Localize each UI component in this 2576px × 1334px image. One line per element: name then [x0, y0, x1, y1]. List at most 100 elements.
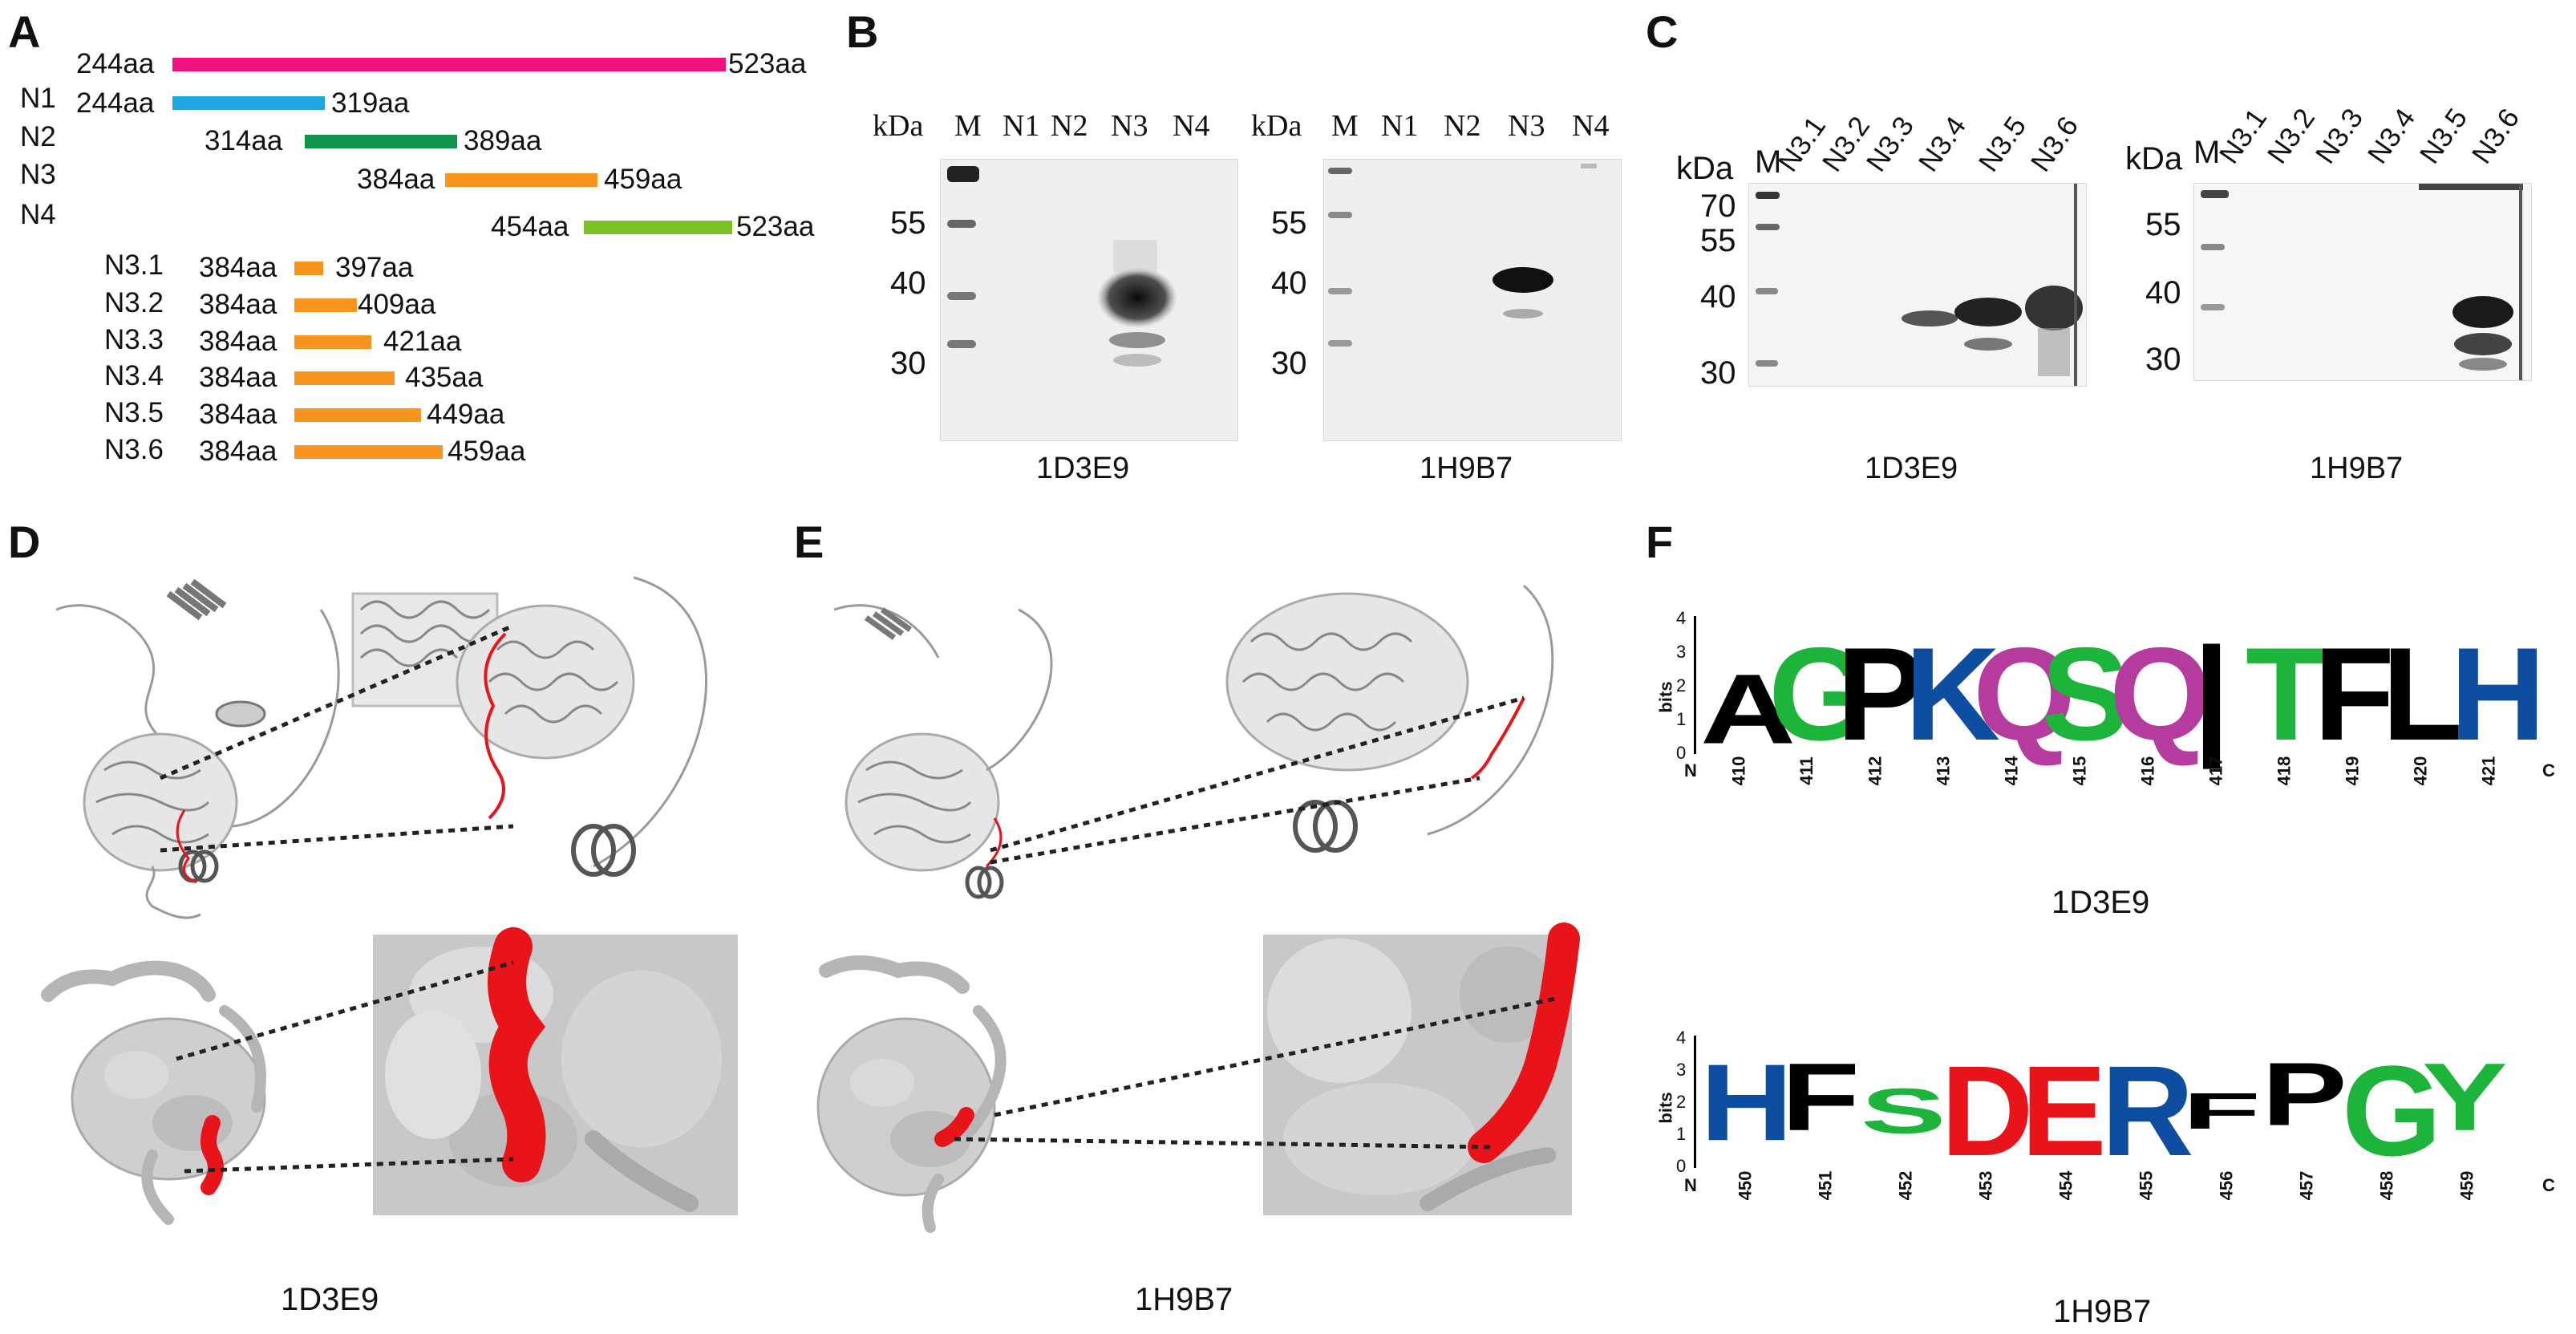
b2-antibody-label: 1H9B7 [1420, 452, 1513, 485]
logo1-pos-417: 417 [2205, 756, 2226, 786]
western-blot-b2 [1323, 159, 1622, 441]
c2-marker-30: 30 [2145, 342, 2181, 377]
logo2-pos-450: 450 [1735, 1170, 1756, 1201]
c2-lane-n35: N3.5 [2413, 103, 2474, 170]
fragment-n4-start: 454aa [491, 211, 569, 242]
logo1-letter-410: A [1700, 653, 1796, 764]
logo2-n-term: N [1684, 1175, 1697, 1195]
surface-zoom-detail-e [1267, 922, 1580, 1211]
logo2-pos-459: 459 [2457, 1170, 2477, 1201]
c2-lane-n33: N3.3 [2309, 103, 2370, 170]
ribbon-zoom-d [351, 576, 708, 877]
sequence-logo-1d3e9: bits 4 3 2 1 0 N C A G P K Q S Q | T F L… [1652, 602, 2566, 842]
c2-lane-n34: N3.4 [2361, 103, 2422, 170]
c1-lane-n33: N3.3 [1860, 111, 1921, 178]
c1-lane-labels: N3.1 N3.2 N3.3 N3.4 N3.5 N3.6 [1772, 32, 2109, 178]
logo1-pos-412: 412 [1865, 756, 1885, 786]
c1-lane-m: M [1755, 144, 1782, 180]
b1-lane-m: M [954, 109, 982, 143]
epitope-zoom-trace-d [484, 632, 507, 820]
sub-n35-bar [294, 408, 421, 422]
panel-label-e: E [794, 517, 824, 567]
c1-marker-30: 30 [1700, 355, 1736, 391]
b2-lane-n3: N3 [1508, 109, 1545, 143]
c1-marker-70: 70 [1700, 189, 1736, 224]
logo1-c-term: C [2542, 760, 2555, 781]
logo1-ytick-4: 4 [1676, 608, 1687, 628]
sub-n35-end: 449aa [427, 399, 505, 430]
sub-n33-bar [294, 335, 371, 349]
b2-marker-40: 40 [1271, 266, 1307, 301]
c2-marker-40: 40 [2145, 275, 2181, 310]
logo1-letter-419: F [2314, 620, 2395, 768]
logo1-n-term: N [1684, 760, 1697, 781]
c1-lane-n35: N3.5 [1972, 111, 2033, 178]
c1-kda-label: kDa [1676, 151, 1734, 186]
western-blot-b1 [940, 159, 1238, 441]
c2-lane-n36: N3.6 [2465, 103, 2526, 170]
logo2-letter-453: D [1941, 1039, 2034, 1182]
logo2-letter-457: P [2262, 1044, 2347, 1145]
fragment-n2-bar [305, 135, 457, 148]
logo2-letter-455: R [2101, 1039, 2194, 1182]
logo1-pos-419: 419 [2342, 756, 2363, 786]
e-antibody-label: 1H9B7 [1135, 1282, 1233, 1317]
epitope-surface-e [934, 1107, 974, 1147]
logo1-y-axis [1694, 616, 1696, 754]
c1-marker-55: 55 [1700, 223, 1736, 258]
b-marker-40: 40 [890, 266, 926, 301]
logo1-letter-417: | [2193, 620, 2230, 768]
logo1-letter-411: G [1768, 620, 1872, 768]
fragment-n4-bar [584, 221, 732, 234]
logo2-stacks: H F S D E R F P G Y [1700, 1039, 2534, 1182]
b1-lane-n4: N4 [1173, 109, 1210, 143]
f-logo2-antibody-label: 1H9B7 [2053, 1294, 2152, 1329]
logo2-positions: 450 451 452 453 454 455 456 457 458 459 [1700, 1171, 2534, 1209]
fragment-n4-end: 523aa [736, 211, 815, 242]
blot-c2-bands [2201, 184, 2523, 380]
blot-b1-bands [947, 166, 1177, 367]
surface-zoom-detail-d [385, 927, 722, 1212]
sub-n31-end: 397aa [335, 252, 414, 283]
c1-lane-n34: N3.4 [1912, 111, 1973, 178]
ribbon-zoom-e [1225, 584, 1554, 853]
sub-n33-name: N3.3 [104, 324, 164, 355]
logo2-pos-457: 457 [2296, 1170, 2317, 1201]
logo1-letter-420: L [2382, 620, 2463, 768]
sub-n34-name: N3.4 [104, 360, 164, 391]
f-logo1-antibody-label: 1D3E9 [2051, 885, 2150, 920]
sub-n35-start: 384aa [199, 399, 277, 430]
blot-b2-bands [1328, 164, 1597, 347]
logo1-pos-415: 415 [2069, 756, 2090, 786]
surface-overview-e [816, 955, 1007, 1233]
logo1-ytick-1: 1 [1676, 709, 1687, 729]
logo2-pos-454: 454 [2056, 1170, 2076, 1201]
fragment-n3-end: 459aa [604, 164, 682, 195]
logo2-pos-452: 452 [1895, 1170, 1916, 1201]
logo1-letter-413: K [1905, 620, 2001, 768]
logo1-positions: 410 411 412 413 414 415 416 417 418 419 … [1700, 756, 2534, 794]
logo2-pos-455: 455 [2136, 1170, 2157, 1201]
fragment-n3-bar [445, 173, 597, 187]
sub-n35-name: N3.5 [104, 397, 164, 428]
d-antibody-label: 1D3E9 [281, 1282, 379, 1317]
fragment-n2-name: N2 [20, 121, 56, 152]
c1-marker-40: 40 [1700, 279, 1736, 314]
fragment-n1-start: 244aa [76, 87, 155, 119]
b-marker-55: 55 [890, 205, 926, 241]
c2-lane-labels: N3.1 N3.2 N3.3 N3.4 N3.5 N3.6 [2213, 24, 2550, 170]
b-marker-30: 30 [890, 346, 926, 381]
c2-lane-n31: N3.1 [2213, 103, 2274, 170]
sub-n32-start: 384aa [199, 289, 277, 320]
b2-lane-m: M [1331, 109, 1359, 143]
blot-c1-bands [1756, 184, 2083, 386]
fragment-n1-bar [172, 96, 325, 110]
logo1-pos-410: 410 [1728, 756, 1749, 786]
logo2-ytick-3: 3 [1676, 1060, 1687, 1080]
logo2-ylabel: bits [1655, 1092, 1676, 1124]
logo1-letter-415: S [2041, 620, 2130, 768]
sub-n32-name: N3.2 [104, 287, 164, 318]
fragment-n1-end: 319aa [331, 87, 410, 119]
logo2-letter-450: H [1700, 1041, 1793, 1164]
sub-n36-bar [294, 445, 443, 459]
